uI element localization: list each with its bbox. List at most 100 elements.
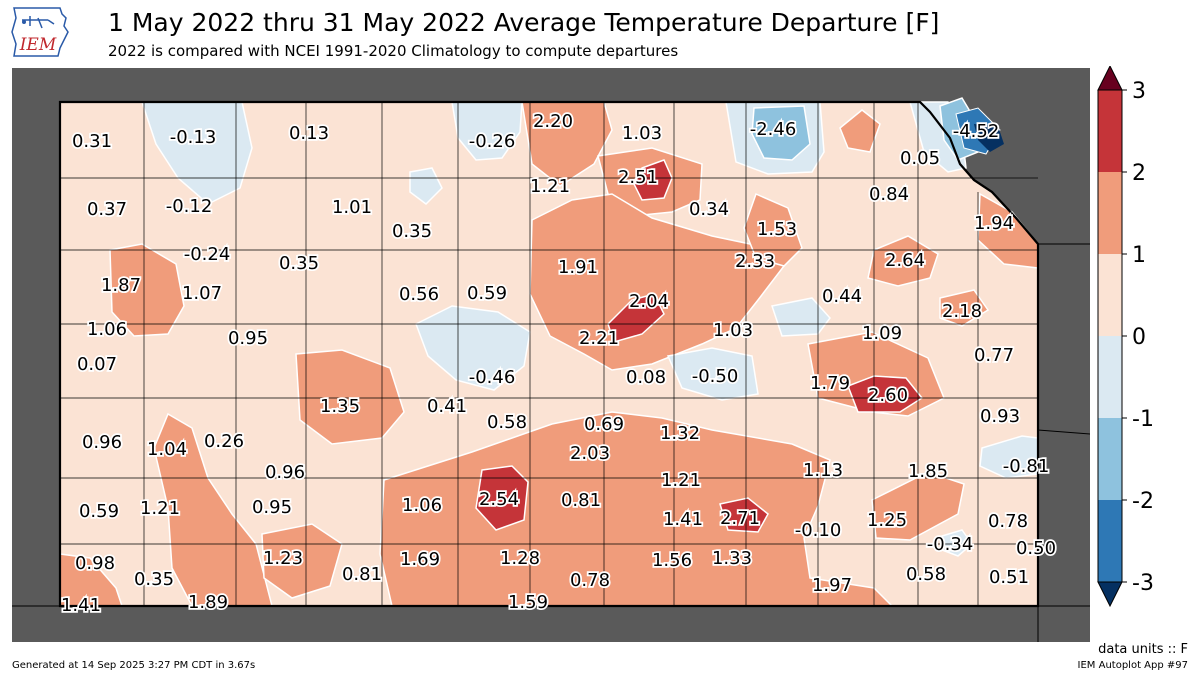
departure-value-label: 1.06 [87,319,127,340]
departure-value-label: 1.41 [61,595,101,616]
departure-value-label: 1.87 [101,275,141,296]
departure-value-label: 1.89 [188,592,228,613]
departure-value-label: 0.07 [77,354,117,375]
departure-value-label: -0.24 [184,244,231,265]
departure-value-label: 0.26 [204,431,244,452]
departure-value-label: 1.41 [663,509,703,530]
departure-value-label: 1.09 [862,323,902,344]
departure-value-label: 0.08 [626,367,666,388]
departure-value-label: 1.01 [332,197,372,218]
departure-value-label: 2.03 [570,443,610,464]
colorbar-tick: 0 [1132,325,1146,350]
departure-value-label: -0.13 [170,127,217,148]
departure-value-label: 0.59 [79,501,119,522]
departure-value-label: -2.46 [750,119,797,140]
departure-value-label: 1.97 [812,575,852,596]
departure-value-label: 0.58 [487,412,527,433]
departure-value-label: 0.35 [279,253,319,274]
generated-timestamp: Generated at 14 Sep 2025 3:27 PM CDT in … [12,660,256,671]
departure-value-label: 0.41 [427,396,467,417]
departure-value-label: 1.03 [622,123,662,144]
departure-value-label: 1.94 [974,213,1014,234]
departure-value-label: 0.31 [72,131,112,152]
departure-value-label: 0.35 [392,221,432,242]
departure-map: 0.31 -0.13 0.13 -0.26 2.20 1.03 -2.46 -4.52 0.05… [12,68,1090,642]
departure-value-label: 0.93 [980,406,1020,427]
departure-value-label: 1.28 [500,548,540,569]
departure-value-label: -4.52 [953,121,1000,142]
departure-value-label: 2.60 [868,385,908,406]
page-subtitle: 2022 is compared with NCEI 1991-2020 Cli… [108,42,679,60]
departure-value-label: 0.81 [342,564,382,585]
departure-value-label: 1.32 [660,423,700,444]
departure-value-label: 1.06 [402,495,442,516]
departure-value-label: 0.96 [265,462,305,483]
departure-value-label: 1.04 [147,439,187,460]
colorbar-bottom-arrow [1097,581,1123,608]
departure-value-label: 1.21 [530,176,570,197]
departure-value-label: 0.95 [228,328,268,349]
departure-value-label: 1.79 [810,373,850,394]
departure-value-label: 0.59 [467,283,507,304]
departure-value-label: 0.95 [252,497,292,518]
departure-value-label: 0.13 [289,123,329,144]
county-lines [60,102,1038,606]
departure-value-label: 2.51 [618,167,658,188]
iem-logo: IEM [11,7,69,57]
departure-value-label: -0.34 [927,534,974,555]
departure-value-label: 2.33 [735,251,775,272]
departure-value-label: 0.96 [82,432,122,453]
departure-value-label: -0.50 [692,366,739,387]
departure-value-label: -0.26 [469,131,516,152]
departure-value-label: 0.58 [906,564,946,585]
cold-core [751,105,811,161]
departure-value-label: 1.03 [713,320,753,341]
departure-value-label: 1.33 [712,548,752,569]
colorbar-tick: 2 [1132,161,1146,186]
colorbar-tick: -3 [1132,571,1154,596]
departure-value-label: 1.53 [757,219,797,240]
colorbar-tick: 3 [1132,79,1146,104]
hot-regions [475,159,924,533]
departure-value-label: 1.21 [140,498,180,519]
colorbar-tick: -2 [1132,489,1154,514]
departure-value-label: 1.85 [908,461,948,482]
colorbar-tick: 1 [1132,243,1146,268]
page-title: 1 May 2022 thru 31 May 2022 Average Temp… [108,8,940,37]
departure-value-label: 0.35 [134,569,174,590]
warm-regions [59,101,1039,607]
departure-value-label: 2.54 [479,489,519,510]
departure-value-label: 0.78 [570,570,610,591]
departure-value-label: 0.98 [75,553,115,574]
departure-value-label: -0.10 [795,520,842,541]
departure-value-label: 0.56 [399,284,439,305]
departure-value-label: 2.04 [629,291,669,312]
departure-value-label: 0.34 [689,199,729,220]
departure-value-label: 0.05 [900,148,940,169]
data-units-label: data units :: F [1098,642,1188,657]
departure-value-label: 1.59 [508,592,548,613]
departure-value-label: 1.13 [803,460,843,481]
departure-value-label: 0.44 [822,286,862,307]
departure-value-label: -0.46 [469,367,516,388]
departure-value-label: 2.21 [579,328,619,349]
departure-value-label: 0.51 [989,567,1029,588]
cold-core-ne-3 [974,124,1004,152]
departure-value-label: 0.84 [869,184,909,205]
departure-value-label: 1.23 [263,548,303,569]
departure-value-label: 2.18 [942,301,982,322]
departure-value-label: 1.69 [400,549,440,570]
departure-value-label: 0.81 [561,490,601,511]
departure-value-label: 0.69 [584,414,624,435]
departure-value-label: 0.77 [974,345,1014,366]
departure-value-label: 1.25 [867,510,907,531]
departure-value-label: 1.56 [652,550,692,571]
departure-value-label: 1.21 [661,470,701,491]
departure-value-label: 0.50 [1016,538,1056,559]
departure-value-label: -0.12 [166,196,213,217]
logo-text: IEM [19,35,57,55]
value-labels: 0.31 -0.13 0.13 -0.26 2.20 1.03 -2.46 -4.52 0.05… [59,109,1058,618]
departure-value-label: 2.64 [885,250,925,271]
departure-value-label: 1.35 [320,396,360,417]
departure-value-label: 2.20 [533,111,573,132]
